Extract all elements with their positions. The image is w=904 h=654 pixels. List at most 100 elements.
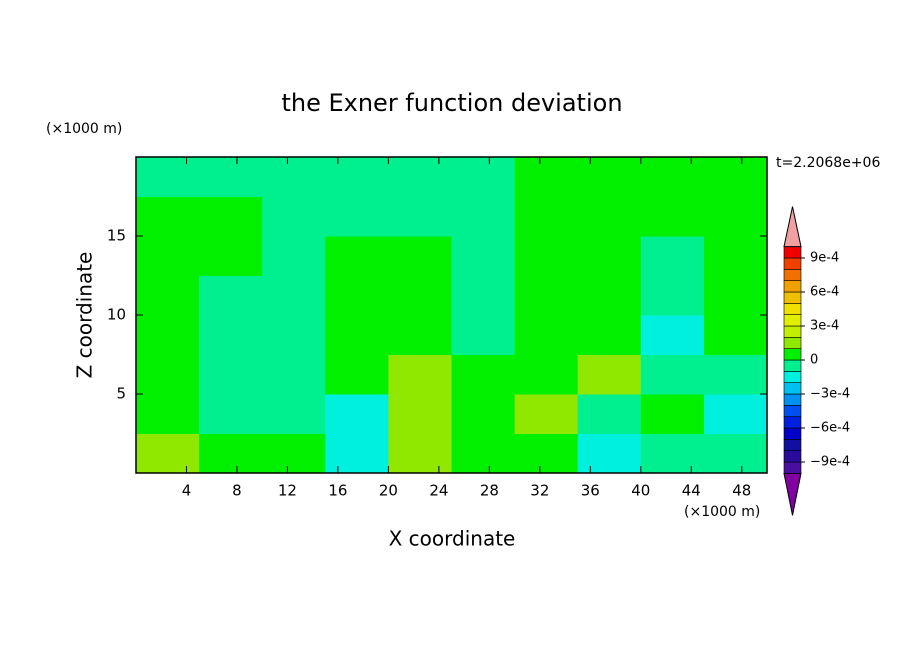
contour-cell bbox=[577, 354, 642, 395]
contour-cell bbox=[199, 236, 263, 276]
contour-cell bbox=[262, 157, 326, 197]
contour-cell bbox=[514, 196, 579, 237]
colorbar-box bbox=[783, 337, 802, 349]
colorbar-box bbox=[783, 382, 802, 395]
x-tick-label: 48 bbox=[732, 482, 751, 500]
contour-cell bbox=[325, 275, 389, 316]
colorbar-tick-label: −9e-4 bbox=[810, 455, 850, 470]
colorbar-box bbox=[783, 280, 802, 293]
contour-cell bbox=[262, 354, 326, 395]
colorbar-box bbox=[783, 269, 802, 281]
contour-cell bbox=[451, 433, 516, 474]
contour-cell bbox=[703, 236, 768, 276]
contour-cell bbox=[577, 275, 642, 316]
contour-cell bbox=[640, 354, 705, 395]
contour-cell bbox=[640, 315, 705, 355]
contour-cell bbox=[136, 394, 200, 434]
contour-cell bbox=[514, 394, 579, 434]
x-tick-label: 8 bbox=[232, 482, 242, 500]
contour-cell bbox=[703, 315, 768, 355]
colorbar-tick-label: 9e-4 bbox=[810, 250, 839, 265]
y-unit: (×1000 m) bbox=[46, 121, 122, 137]
contour-cell bbox=[640, 236, 705, 276]
colorbar-box bbox=[783, 246, 802, 259]
contour-cell bbox=[262, 315, 326, 355]
contour-cell bbox=[640, 196, 705, 237]
y-tick-label: 5 bbox=[116, 385, 126, 403]
contour-cell bbox=[199, 433, 263, 474]
colorbar-box bbox=[783, 291, 802, 304]
colorbar-box bbox=[783, 359, 802, 372]
x-unit: (×1000 m) bbox=[684, 504, 760, 520]
x-tick-label: 36 bbox=[581, 482, 600, 500]
contour-cell bbox=[199, 157, 263, 197]
x-tick-label: 20 bbox=[379, 482, 398, 500]
x-tick-label: 4 bbox=[182, 482, 192, 500]
contour-cell bbox=[451, 315, 516, 355]
contour-cell bbox=[262, 275, 326, 316]
contour-cell bbox=[514, 354, 579, 395]
colorbar-box bbox=[783, 348, 802, 361]
contour-cell bbox=[199, 196, 263, 237]
colorbar-box bbox=[783, 405, 802, 417]
contour-cell bbox=[514, 236, 579, 276]
contour-cell bbox=[640, 275, 705, 316]
contour-cell bbox=[199, 354, 263, 395]
contour-cell bbox=[577, 196, 642, 237]
contour-cell bbox=[199, 275, 263, 316]
contour-cell bbox=[388, 433, 452, 474]
y-tick-label: 10 bbox=[107, 306, 126, 324]
contour-cell bbox=[325, 196, 389, 237]
contour-cell bbox=[388, 315, 452, 355]
colorbar-box bbox=[783, 371, 802, 383]
contour-cell bbox=[388, 196, 452, 237]
colorbar-box bbox=[783, 450, 802, 463]
colorbar-tick-label: 3e-4 bbox=[810, 318, 839, 333]
x-tick-label: 32 bbox=[530, 482, 549, 500]
colorbar-box bbox=[783, 461, 802, 474]
colorbar-extend-high bbox=[783, 206, 802, 248]
contour-cell bbox=[451, 157, 516, 197]
contour-cell bbox=[388, 157, 452, 197]
contour-cell bbox=[451, 354, 516, 395]
contour-cell bbox=[451, 394, 516, 434]
contour-cell bbox=[262, 236, 326, 276]
time-label: t=2.2068e+06 bbox=[776, 155, 880, 171]
colorbar-extend-low bbox=[783, 472, 802, 516]
y-axis-label: Z coordinate bbox=[73, 252, 97, 379]
contour-cell bbox=[577, 236, 642, 276]
contour-cell bbox=[703, 196, 768, 237]
colorbar-box bbox=[783, 416, 802, 429]
contour-cell bbox=[262, 196, 326, 237]
x-tick-label: 40 bbox=[631, 482, 650, 500]
contour-cell bbox=[388, 236, 452, 276]
contour-cell bbox=[451, 236, 516, 276]
contour-cell bbox=[703, 433, 768, 474]
contour-cell bbox=[703, 354, 768, 395]
colorbar-box bbox=[783, 325, 802, 338]
contour-cell bbox=[136, 196, 200, 237]
chart-title: the Exner function deviation bbox=[281, 89, 622, 117]
contour-cell bbox=[136, 354, 200, 395]
contour-cell bbox=[577, 157, 642, 197]
y-tick-label: 15 bbox=[107, 227, 126, 245]
contour-cell bbox=[136, 433, 200, 474]
x-tick-label: 24 bbox=[429, 482, 448, 500]
x-tick-label: 12 bbox=[278, 482, 297, 500]
colorbar-box bbox=[783, 303, 802, 315]
colorbar-box bbox=[783, 439, 802, 451]
contour-cell bbox=[136, 275, 200, 316]
colorbar-tick-label: −6e-4 bbox=[810, 421, 850, 436]
contour-cell bbox=[199, 394, 263, 434]
x-tick-label: 16 bbox=[328, 482, 347, 500]
contour-cell bbox=[199, 315, 263, 355]
colorbar-box bbox=[783, 427, 802, 440]
contour-cell bbox=[640, 433, 705, 474]
colorbar-box bbox=[783, 314, 802, 327]
contour-cell bbox=[577, 433, 642, 474]
contour-cell bbox=[325, 236, 389, 276]
contour-cell bbox=[577, 394, 642, 434]
contour-cell bbox=[325, 433, 389, 474]
contour-cell bbox=[640, 394, 705, 434]
